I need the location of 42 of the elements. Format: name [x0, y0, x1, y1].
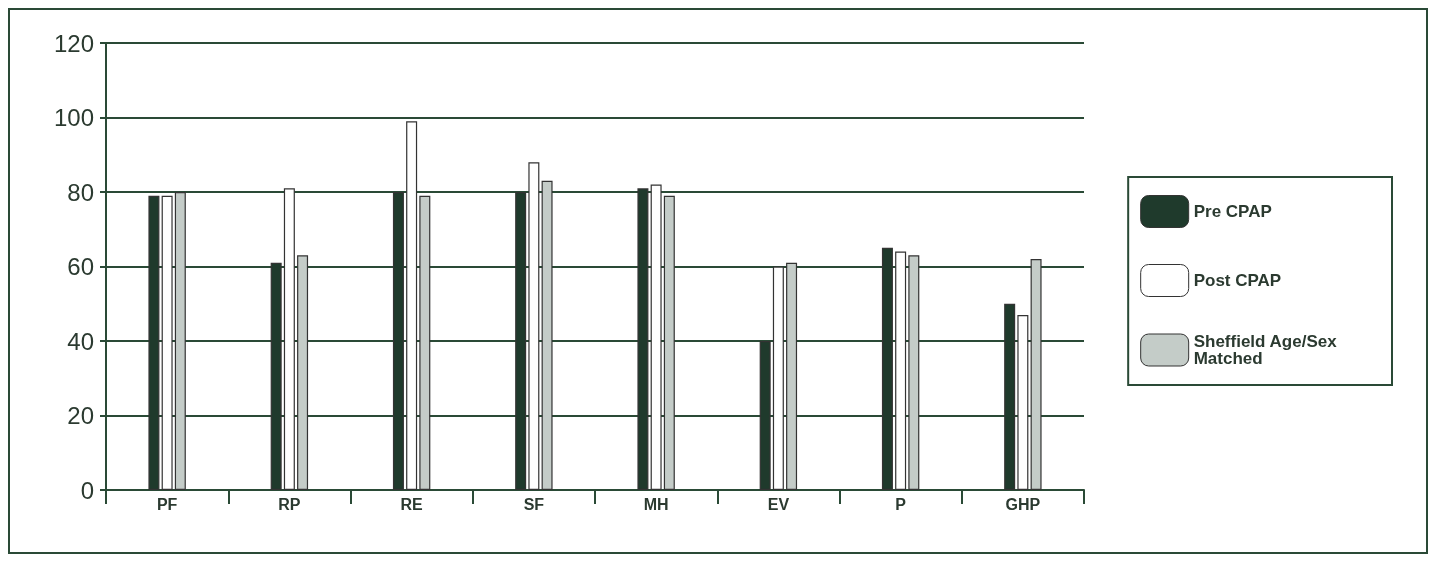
bar [528, 162, 540, 490]
bar [419, 195, 431, 490]
bar [392, 192, 404, 490]
x-tick-label: GHP [1005, 495, 1041, 513]
y-tick-label: 80 [67, 178, 94, 206]
bar [881, 247, 893, 490]
bar [759, 341, 771, 490]
bar [148, 195, 160, 490]
bar [406, 121, 418, 490]
legend-label: Post CPAP [1193, 271, 1282, 290]
y-tick-label: 60 [67, 253, 94, 280]
bar [283, 188, 295, 490]
x-tick-label: RE [400, 495, 424, 513]
legend-label: Pre CPAP [1193, 202, 1272, 221]
bar [541, 180, 553, 490]
x-tick-label: P [895, 495, 907, 513]
bar [663, 195, 675, 490]
y-tick-label: 0 [80, 476, 94, 504]
x-tick-label: PF [156, 495, 178, 513]
legend-label: Sheffield Age/Sex Matched [1193, 332, 1342, 368]
bar [297, 255, 309, 490]
bar [270, 262, 282, 490]
y-tick-label: 100 [53, 104, 94, 131]
x-tick-label: EV [767, 495, 790, 513]
y-tick-label: 40 [67, 327, 94, 355]
bar [161, 195, 173, 490]
bar [908, 255, 920, 490]
bar [895, 251, 907, 490]
bar [650, 184, 662, 490]
x-tick-label: MH [643, 495, 669, 513]
bar [1017, 314, 1029, 490]
x-tick-label: SF [523, 495, 545, 513]
bar [515, 192, 527, 490]
bar [637, 188, 649, 490]
y-tick-label: 20 [67, 402, 94, 429]
bar [772, 266, 784, 490]
x-tick-label: RP [278, 495, 301, 513]
y-tick-label: 120 [53, 29, 94, 57]
bar [786, 262, 798, 490]
bar [1004, 303, 1016, 490]
bar [1030, 259, 1042, 490]
bar [174, 192, 186, 490]
